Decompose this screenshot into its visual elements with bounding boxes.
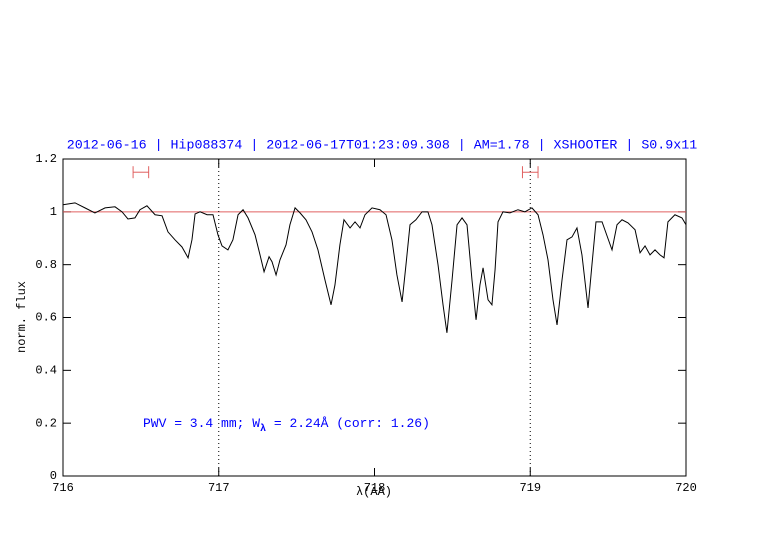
- x-tick-label: 720: [675, 481, 697, 495]
- annotation: PWV = 3.4 mm; Wλ = 2.24Å (corr: 1.26): [143, 416, 430, 434]
- y-tick-label: 0.6: [35, 311, 57, 325]
- y-tick-label: 0.8: [35, 258, 57, 272]
- x-tick-label: 716: [52, 481, 74, 495]
- x-tick-label: 718: [364, 481, 386, 495]
- x-tick-label: 717: [208, 481, 230, 495]
- annotation-text: PWV = 3.4 mm; W: [143, 416, 260, 431]
- annotation-text: = 2.24Å (corr: 1.26): [266, 416, 430, 431]
- chart-title: 2012-06-16 | Hip088374 | 2012-06-17T01:2…: [67, 138, 697, 153]
- y-tick-label: 1: [50, 205, 57, 219]
- y-tick-label: 1.2: [35, 152, 57, 166]
- spectrum-line: [62, 202, 687, 333]
- y-tick-label: 0.2: [35, 416, 57, 430]
- y-tick-label: 0.4: [35, 364, 57, 378]
- y-tick-label: 0: [50, 469, 57, 483]
- y-axis-label: norm. flux: [15, 281, 29, 353]
- x-tick-label: 719: [519, 481, 541, 495]
- x-axis-label: λ(AA): [356, 485, 392, 499]
- annotation-subscript: λ: [260, 423, 266, 435]
